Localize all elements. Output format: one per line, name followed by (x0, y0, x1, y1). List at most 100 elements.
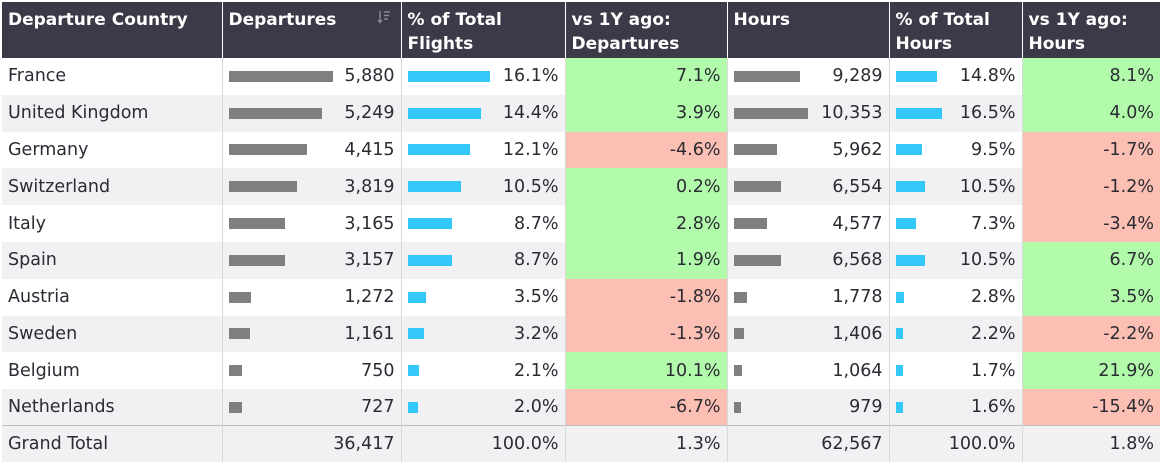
yoy-departures: -4.6% (565, 131, 728, 169)
pct-flights-value: 8.7% (514, 213, 559, 234)
departures-bar (228, 107, 322, 119)
country-name: France (2, 58, 223, 95)
pct-hours-wrap: 1.6% (895, 397, 1016, 417)
departures-bar (228, 401, 242, 413)
hours-value: 5,962 (832, 139, 883, 160)
table-row[interactable]: Spain 3,157 8.7% 1.9% 6,568 10.5% 6.7% (2, 241, 1160, 279)
country-name: Belgium (2, 352, 223, 390)
hours-cell: 6,568 (727, 241, 890, 279)
pct-hours-bar (895, 218, 916, 230)
table-row[interactable]: France 5,880 16.1% 7.1% 9,289 14.8% 8.1% (2, 58, 1160, 95)
yoy-hours: 6.7% (1022, 241, 1160, 279)
hours-value: 1,064 (832, 360, 883, 381)
header-pct-total-flights[interactable]: % of Total Flights (401, 2, 566, 58)
departures-bar (228, 365, 242, 377)
pct-flights-wrap: 3.5% (407, 287, 559, 307)
pct-flights-value: 16.1% (502, 66, 559, 87)
pct-flights-value: 12.1% (502, 139, 559, 160)
hours-wrap: 5,962 (733, 139, 883, 160)
departures-value: 1,272 (344, 287, 395, 308)
hours-value: 1,406 (832, 323, 883, 344)
hours-wrap: 4,577 (733, 214, 883, 234)
country-name: Spain (2, 241, 223, 279)
header-departures[interactable]: Departures (222, 2, 402, 58)
departures-bar (228, 218, 285, 230)
departures-cell: 3,165 (222, 205, 402, 242)
pct-hours-wrap: 9.5% (895, 139, 1016, 160)
yoy-hours: 4.0% (1022, 94, 1160, 132)
header-pct-total-hours[interactable]: % of Total Hours (889, 2, 1023, 58)
table-row[interactable]: Belgium 750 2.1% 10.1% 1,064 1.7% 21.9% (2, 352, 1160, 390)
hours-wrap: 6,554 (733, 177, 883, 197)
departures-cell: 5,880 (222, 58, 402, 95)
pct-flights-bar (407, 328, 424, 340)
pct-hours-bar (895, 70, 937, 82)
hours-cell: 10,353 (727, 94, 890, 132)
country-name: Italy (2, 205, 223, 242)
yoy-hours: -15.4% (1022, 389, 1160, 426)
header-departure-country[interactable]: Departure Country (2, 2, 223, 58)
grand-total-yoy-departures: 1.3% (565, 425, 728, 462)
hours-cell: 1,778 (727, 278, 890, 316)
hours-bar (733, 328, 744, 340)
pct-flights-value: 14.4% (502, 103, 559, 124)
sort-descending-icon[interactable] (376, 10, 391, 24)
pct-flights-bar (407, 291, 426, 303)
country-name: United Kingdom (2, 94, 223, 132)
pct-hours-value: 1.7% (971, 360, 1016, 381)
pct-flights-wrap: 3.2% (407, 323, 559, 344)
pct-flights-wrap: 12.1% (407, 139, 559, 160)
pct-hours-bar (895, 107, 942, 119)
header-vs-1y-departures[interactable]: vs 1Y ago: Departures (565, 2, 728, 58)
hours-wrap: 6,568 (733, 250, 883, 270)
pct-flights-wrap: 8.7% (407, 250, 559, 271)
pct-flights-bar (407, 365, 419, 377)
departures-wrap: 3,157 (228, 250, 395, 270)
pct-flights-value: 2.0% (514, 397, 559, 418)
table-row[interactable]: Italy 3,165 8.7% 2.8% 4,577 7.3% -3.4% (2, 205, 1160, 242)
pct-flights-value: 2.1% (514, 360, 559, 381)
pct-hours-bar (895, 144, 922, 156)
yoy-hours: 21.9% (1022, 352, 1160, 390)
pct-hours-bar (895, 254, 925, 266)
grand-total-row: Grand Total 36,417 100.0% 1.3% 62,567 10… (2, 425, 1160, 462)
pct-flights-bar (407, 254, 452, 266)
pct-flights-cell: 8.7% (401, 241, 566, 279)
table-row[interactable]: Netherlands 727 2.0% -6.7% 979 1.6% -15.4% (2, 389, 1160, 426)
hours-bar (733, 107, 808, 119)
pct-flights-value: 3.2% (514, 323, 559, 344)
yoy-departures: -1.8% (565, 278, 728, 316)
pct-hours-wrap: 10.5% (895, 250, 1016, 270)
pct-flights-value: 8.7% (514, 250, 559, 271)
departures-cell: 727 (222, 389, 402, 426)
table-row[interactable]: Austria 1,272 3.5% -1.8% 1,778 2.8% 3.5% (2, 278, 1160, 316)
yoy-hours: -3.4% (1022, 205, 1160, 242)
table-row[interactable]: United Kingdom 5,249 14.4% 3.9% 10,353 16.5% 4… (2, 94, 1160, 132)
departures-cell: 1,161 (222, 315, 402, 353)
departures-table: Departure Country Departures % of Total … (2, 2, 1160, 462)
hours-cell: 1,064 (727, 352, 890, 390)
hours-bar (733, 365, 742, 377)
pct-hours-value: 9.5% (971, 139, 1016, 160)
pct-hours-bar (895, 365, 903, 377)
header-row: Departure Country Departures % of Total … (2, 2, 1160, 58)
pct-hours-wrap: 1.7% (895, 360, 1016, 381)
pct-hours-cell: 16.5% (889, 94, 1023, 132)
pct-flights-cell: 3.2% (401, 315, 566, 353)
header-hours[interactable]: Hours (727, 2, 890, 58)
hours-cell: 5,962 (727, 131, 890, 169)
table-row[interactable]: Switzerland 3,819 10.5% 0.2% 6,554 10.5% -1.2% (2, 168, 1160, 206)
departures-value: 3,165 (344, 213, 395, 234)
table-row[interactable]: Sweden 1,161 3.2% -1.3% 1,406 2.2% -2.2% (2, 315, 1160, 353)
pct-flights-wrap: 8.7% (407, 213, 559, 234)
departures-cell: 5,249 (222, 94, 402, 132)
table-row[interactable]: Germany 4,415 12.1% -4.6% 5,962 9.5% -1.7% (2, 131, 1160, 169)
header-vs-1y-hours[interactable]: vs 1Y ago: Hours (1022, 2, 1160, 58)
departures-wrap: 4,415 (228, 140, 395, 160)
departures-wrap: 5,249 (228, 103, 395, 123)
hours-bar (733, 254, 781, 266)
grand-total-yoy-hours: 1.8% (1022, 425, 1160, 462)
yoy-hours: 3.5% (1022, 278, 1160, 316)
hours-value: 979 (849, 397, 883, 418)
pct-hours-value: 10.5% (959, 176, 1016, 197)
